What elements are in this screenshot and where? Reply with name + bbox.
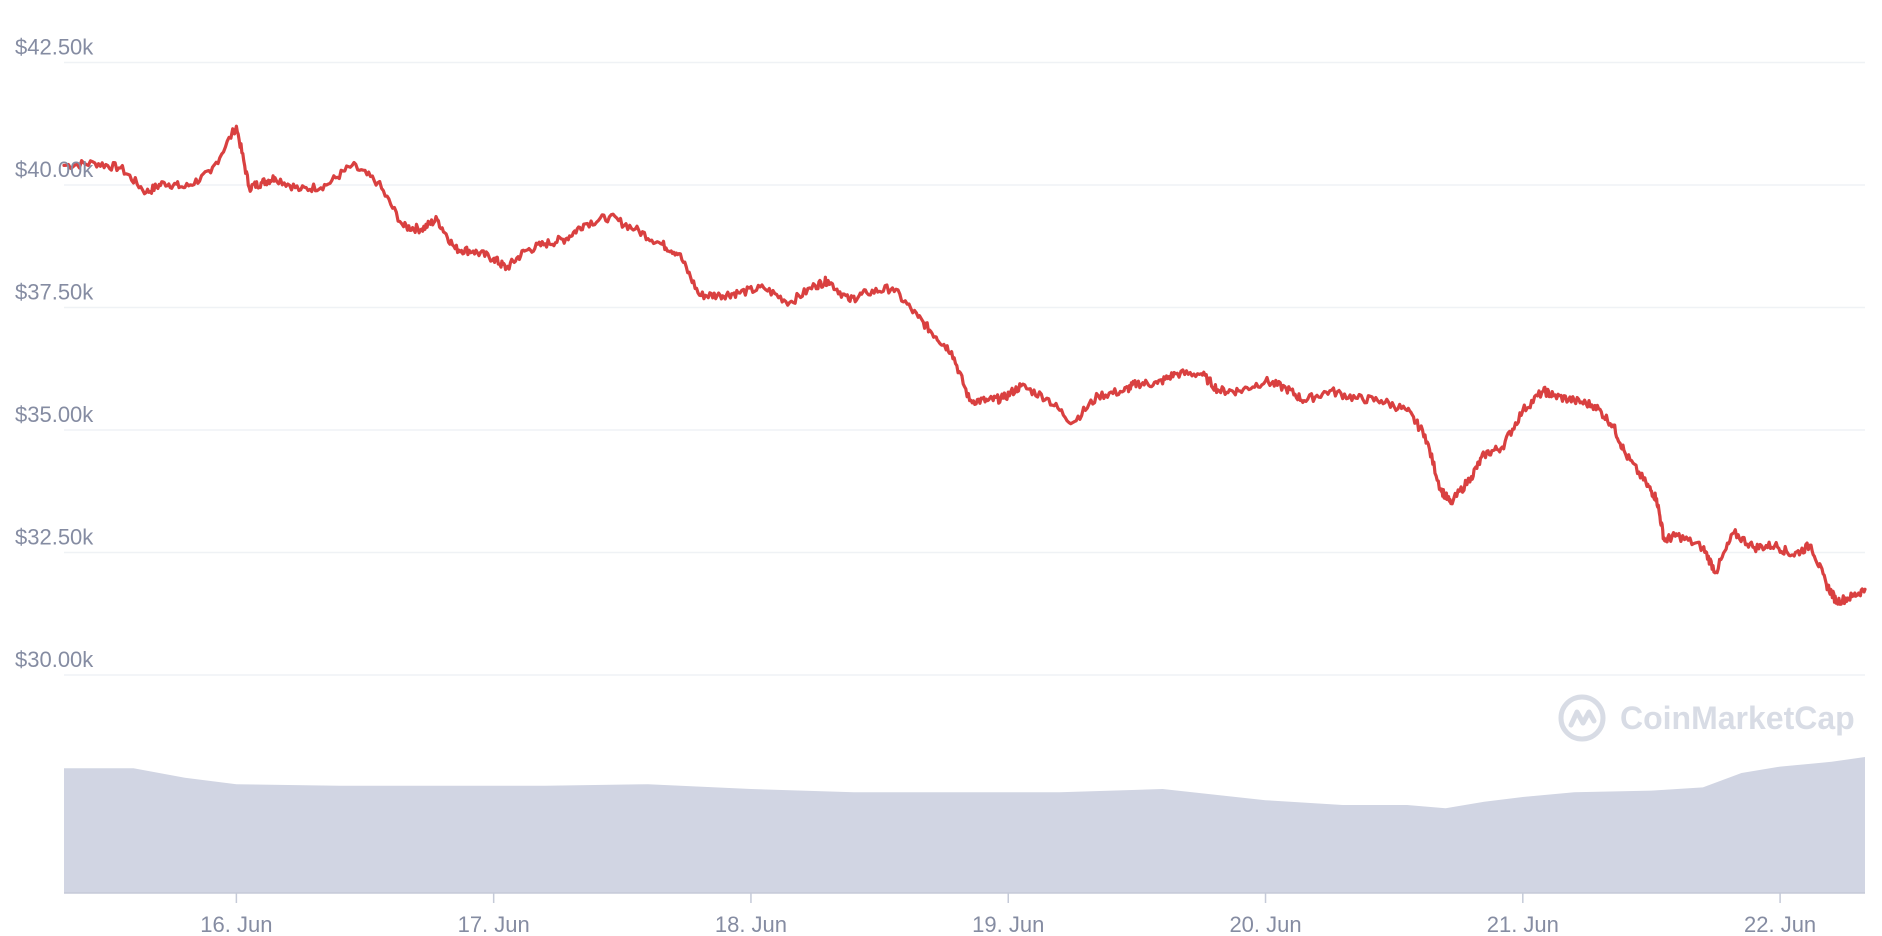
y-tick-label: $35.00k (15, 402, 94, 427)
watermark: CoinMarketCap (1558, 694, 1855, 742)
y-tick-label: $32.50k (15, 525, 94, 550)
price-series-line (62, 124, 1867, 606)
price-line-layer (62, 124, 1867, 606)
grid-lines (64, 61, 1865, 676)
x-tick-label: 19. Jun (972, 912, 1044, 936)
y-tick-label: $40.00k (15, 157, 94, 182)
x-tick-label: 16. Jun (200, 912, 272, 936)
watermark-text: CoinMarketCap (1620, 700, 1855, 736)
x-axis-ticks: 16. Jun 17. Jun 18. Jun 19. Jun 20. Jun 21. J… (64, 892, 1865, 936)
x-tick-label: 17. Jun (458, 912, 530, 936)
volume-area (64, 757, 1865, 893)
x-tick-label: 21. Jun (1487, 912, 1559, 936)
y-tick-label: $30.00k (15, 647, 94, 672)
y-tick-label: $42.50k (15, 35, 94, 60)
x-tick-label: 22. Jun (1744, 912, 1816, 936)
volume-area-layer (64, 757, 1865, 893)
y-tick-label: $37.50k (15, 280, 94, 305)
coinmarketcap-logo-icon (1558, 694, 1606, 742)
x-tick-label: 18. Jun (715, 912, 787, 936)
x-tick-label: 20. Jun (1229, 912, 1301, 936)
y-axis-ticks: $30.00k $32.50k $35.00k $37.50k $40.00k $42.5… (15, 35, 94, 673)
